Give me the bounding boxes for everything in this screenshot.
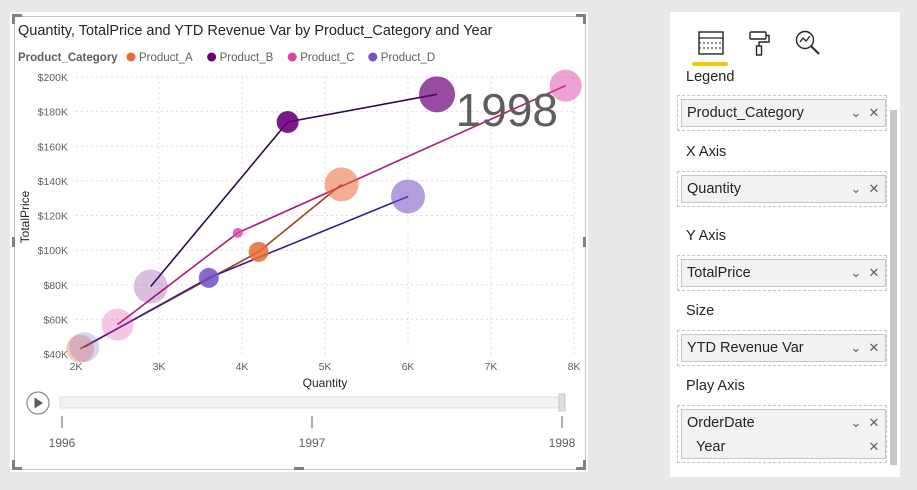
- bubble-point[interactable]: [419, 76, 456, 113]
- chevron-down-icon[interactable]: ⌄: [850, 415, 862, 430]
- subfield-close-icon[interactable]: ✕: [868, 439, 880, 454]
- format-paintroller-icon[interactable]: [744, 28, 774, 58]
- legend-label[interactable]: Product_A: [139, 52, 193, 64]
- play-axis-well: [677, 405, 887, 463]
- close-icon[interactable]: ✕: [868, 265, 880, 280]
- play-axis-field-pill[interactable]: OrderDate ⌄ ✕ Year ✕: [681, 409, 886, 459]
- play-axis-current-year: 1998: [456, 84, 558, 136]
- y-tick-label: $60K: [43, 314, 68, 326]
- chevron-down-icon[interactable]: ⌄: [850, 181, 862, 196]
- bubble-point[interactable]: [198, 267, 219, 288]
- pane-scrollbar[interactable]: [890, 110, 897, 465]
- play-axis-tick-label: 1998: [549, 436, 576, 450]
- x-axis-field-label: Quantity: [687, 181, 741, 197]
- bubble-point[interactable]: [248, 241, 269, 262]
- bubble-point[interactable]: [133, 269, 168, 304]
- play-axis-subfield-label: Year: [696, 439, 726, 455]
- x-axis-well-title: X Axis: [686, 144, 727, 160]
- chevron-down-icon[interactable]: ⌄: [850, 105, 862, 120]
- resize-handle-bottom-mid[interactable]: [294, 467, 304, 470]
- y-tick-label: $120K: [38, 211, 68, 223]
- bubble-point[interactable]: [549, 69, 582, 102]
- chevron-down-icon[interactable]: ⌄: [850, 265, 862, 280]
- size-well: [677, 330, 887, 366]
- play-axis-track[interactable]: [59, 396, 565, 409]
- resize-handle-tl-h[interactable]: [12, 14, 22, 17]
- visualizations-pane: [670, 12, 900, 477]
- x-tick-label: 7K: [485, 361, 498, 373]
- play-axis-slider-handle[interactable]: [558, 393, 566, 412]
- y-tick-label: $160K: [38, 141, 68, 153]
- y-tick-label: $100K: [38, 245, 68, 257]
- legend-label[interactable]: Product_D: [381, 52, 435, 64]
- x-tick-label: 5K: [319, 361, 332, 373]
- play-axis-tick-label: 1997: [299, 436, 326, 450]
- fields-icon[interactable]: [692, 28, 728, 66]
- resize-handle-tr-v[interactable]: [583, 14, 586, 24]
- legend-marker[interactable]: [207, 52, 217, 62]
- y-axis-well: [677, 255, 887, 291]
- bubble-point[interactable]: [69, 332, 100, 363]
- x-tick-label: 2K: [70, 361, 83, 373]
- bubble-point[interactable]: [276, 111, 299, 134]
- x-tick-label: 4K: [236, 361, 249, 373]
- play-axis-field-label: OrderDate: [687, 415, 755, 431]
- size-field-label: YTD Revenue Var: [687, 340, 804, 356]
- play-button[interactable]: [26, 391, 50, 415]
- x-tick-label: 6K: [402, 361, 415, 373]
- x-axis-well: [677, 171, 887, 207]
- size-field-pill[interactable]: YTD Revenue Var ⌄ ✕: [681, 334, 886, 362]
- play-axis-tick-label: 1996: [49, 436, 76, 450]
- legend-field-pill[interactable]: Product_Category ⌄ ✕: [681, 99, 886, 127]
- resize-handle-tl-v[interactable]: [12, 14, 15, 24]
- chart-title: Quantity, TotalPrice and YTD Revenue Var…: [18, 23, 493, 39]
- chevron-down-icon[interactable]: ⌄: [850, 340, 862, 355]
- close-icon[interactable]: ✕: [868, 415, 880, 430]
- bubble-point[interactable]: [101, 308, 134, 341]
- legend-marker[interactable]: [368, 52, 378, 62]
- close-icon[interactable]: ✕: [868, 340, 880, 355]
- legend-field-label: Product_Category: [687, 105, 804, 121]
- resize-handle-left-mid[interactable]: [12, 237, 15, 247]
- close-icon[interactable]: ✕: [868, 181, 880, 196]
- bubble-point[interactable]: [232, 227, 243, 238]
- y-tick-label: $40K: [43, 349, 68, 361]
- close-icon[interactable]: ✕: [868, 105, 880, 120]
- resize-handle-br-v[interactable]: [583, 460, 586, 470]
- scatter-visual[interactable]: [10, 12, 588, 472]
- size-well-title: Size: [686, 303, 715, 319]
- analytics-magnifier-icon[interactable]: [793, 28, 823, 58]
- legend-label[interactable]: Product_C: [300, 52, 354, 64]
- play-icon: [34, 397, 43, 409]
- bubble-point[interactable]: [66, 334, 95, 363]
- resize-handle-right-mid[interactable]: [583, 237, 586, 247]
- y-tick-label: $140K: [38, 176, 68, 188]
- y-axis-field-label: TotalPrice: [687, 265, 751, 281]
- resize-handle-br-h[interactable]: [576, 467, 586, 470]
- resize-handle-bl-h[interactable]: [12, 467, 22, 470]
- legend-well: [677, 95, 887, 131]
- resize-handle-tr-h[interactable]: [576, 14, 586, 17]
- x-axis-title: Quantity: [303, 376, 348, 390]
- resize-handle-bl-v[interactable]: [12, 460, 15, 470]
- y-axis-well-title: Y Axis: [686, 228, 727, 244]
- legend-marker[interactable]: [287, 52, 297, 62]
- legend-label[interactable]: Product_B: [220, 52, 274, 64]
- y-tick-label: $200K: [38, 72, 68, 84]
- legend-title: Product_Category: [18, 52, 118, 64]
- y-tick-label: $180K: [38, 107, 68, 119]
- y-axis-title: TotalPrice: [18, 190, 32, 243]
- legend-well-title: Legend: [686, 69, 735, 85]
- legend-marker[interactable]: [126, 52, 136, 62]
- x-tick-label: 3K: [153, 361, 166, 373]
- x-tick-label: 8K: [568, 361, 581, 373]
- y-axis-field-pill[interactable]: TotalPrice ⌄ ✕: [681, 259, 886, 287]
- x-axis-field-pill[interactable]: Quantity ⌄ ✕: [681, 175, 886, 203]
- play-axis-well-title: Play Axis: [686, 378, 745, 394]
- y-tick-label: $80K: [43, 280, 68, 292]
- bubble-point[interactable]: [324, 167, 359, 202]
- bubble-point[interactable]: [391, 179, 425, 214]
